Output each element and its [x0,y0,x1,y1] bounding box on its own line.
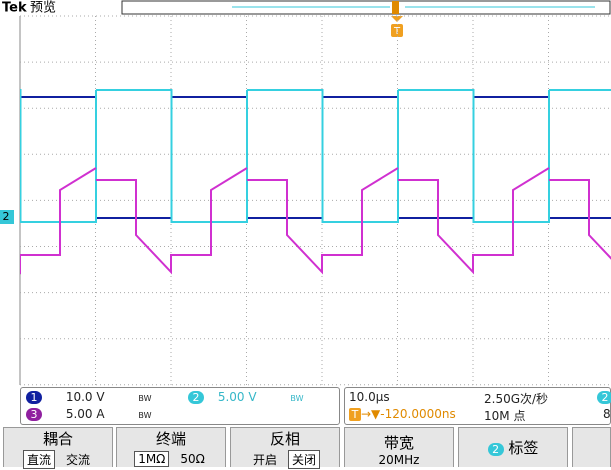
coupling-button[interactable]: 耦合 直流 交流 [3,427,113,469]
ch2-trace [20,89,611,223]
invert-title: 反相 [269,430,300,448]
ch2-info: 2 5.00 V BW [188,390,304,404]
coupling-ac[interactable]: 交流 [66,453,91,467]
invert-button[interactable]: 反相 开启 关闭 [230,427,340,469]
ch3-badge: 3 [26,408,42,421]
edge-level: 8 [603,407,611,421]
coupling-dc[interactable]: 直流 [22,450,55,469]
bandwidth-value: 20MHz [378,453,420,467]
trigger-position [392,1,399,14]
ch2-badge: 2 [188,391,204,404]
waveforms [20,89,611,275]
ch2-scale: 5.00 V [217,390,257,404]
channel-marker: 2 [3,210,10,223]
edge-channel: 2 [597,390,611,404]
termination-50[interactable]: 50Ω [180,452,205,466]
ch2-bw: BW [290,394,304,403]
bandwidth-button[interactable]: 带宽 20MHz [344,427,454,467]
label-badge: 2 [487,443,504,456]
record-length: 10M 点 [484,409,526,423]
background [0,0,611,427]
edge-channel-badge: 2 [597,391,611,404]
termination-button[interactable]: 终端 1MΩ 50Ω [116,427,226,467]
trigger-icon: T [349,408,361,421]
sample-rate: 2.50G次/秒 [484,392,549,406]
channel-marker-bg [0,210,14,224]
label-title: 标签 [508,439,539,457]
trigger-arrow [391,16,403,22]
brand: Tek [2,1,27,16]
trigger-marker: T [393,26,401,37]
ch1-info: 1 10.0 V BW [26,390,152,404]
coupling-title: 耦合 [42,430,73,448]
trigger-info: T →▼-120.0000ns [349,407,456,421]
ch1-badge: 1 [26,391,42,404]
ch3-info: 3 5.00 A BW [26,407,152,421]
ch3-trace [20,167,611,275]
display: Tek 预览 T 2 [0,0,611,427]
trigger-arrows: →▼ [361,407,381,421]
termination-title: 终端 [155,430,186,448]
mode: 预览 [30,0,56,16]
bandwidth-title: 带宽 [383,434,414,452]
horizontal-scale: 10.0µs [349,390,390,404]
invert-off[interactable]: 关闭 [288,450,321,469]
label-button[interactable]: 2 标签 [458,427,568,467]
trigger-marker-bg [391,24,403,37]
ch1-bw: BW [138,394,152,403]
ch3-bw: BW [138,411,152,420]
channel-panel [20,387,340,425]
trigger-position: -120.0000ns [380,407,456,421]
termination-1m[interactable]: 1MΩ [134,451,170,467]
ch1-scale: 10.0 V [65,390,105,404]
next-button[interactable] [572,427,611,467]
invert-on[interactable]: 开启 [252,453,277,467]
ch3-scale: 5.00 A [65,407,105,421]
